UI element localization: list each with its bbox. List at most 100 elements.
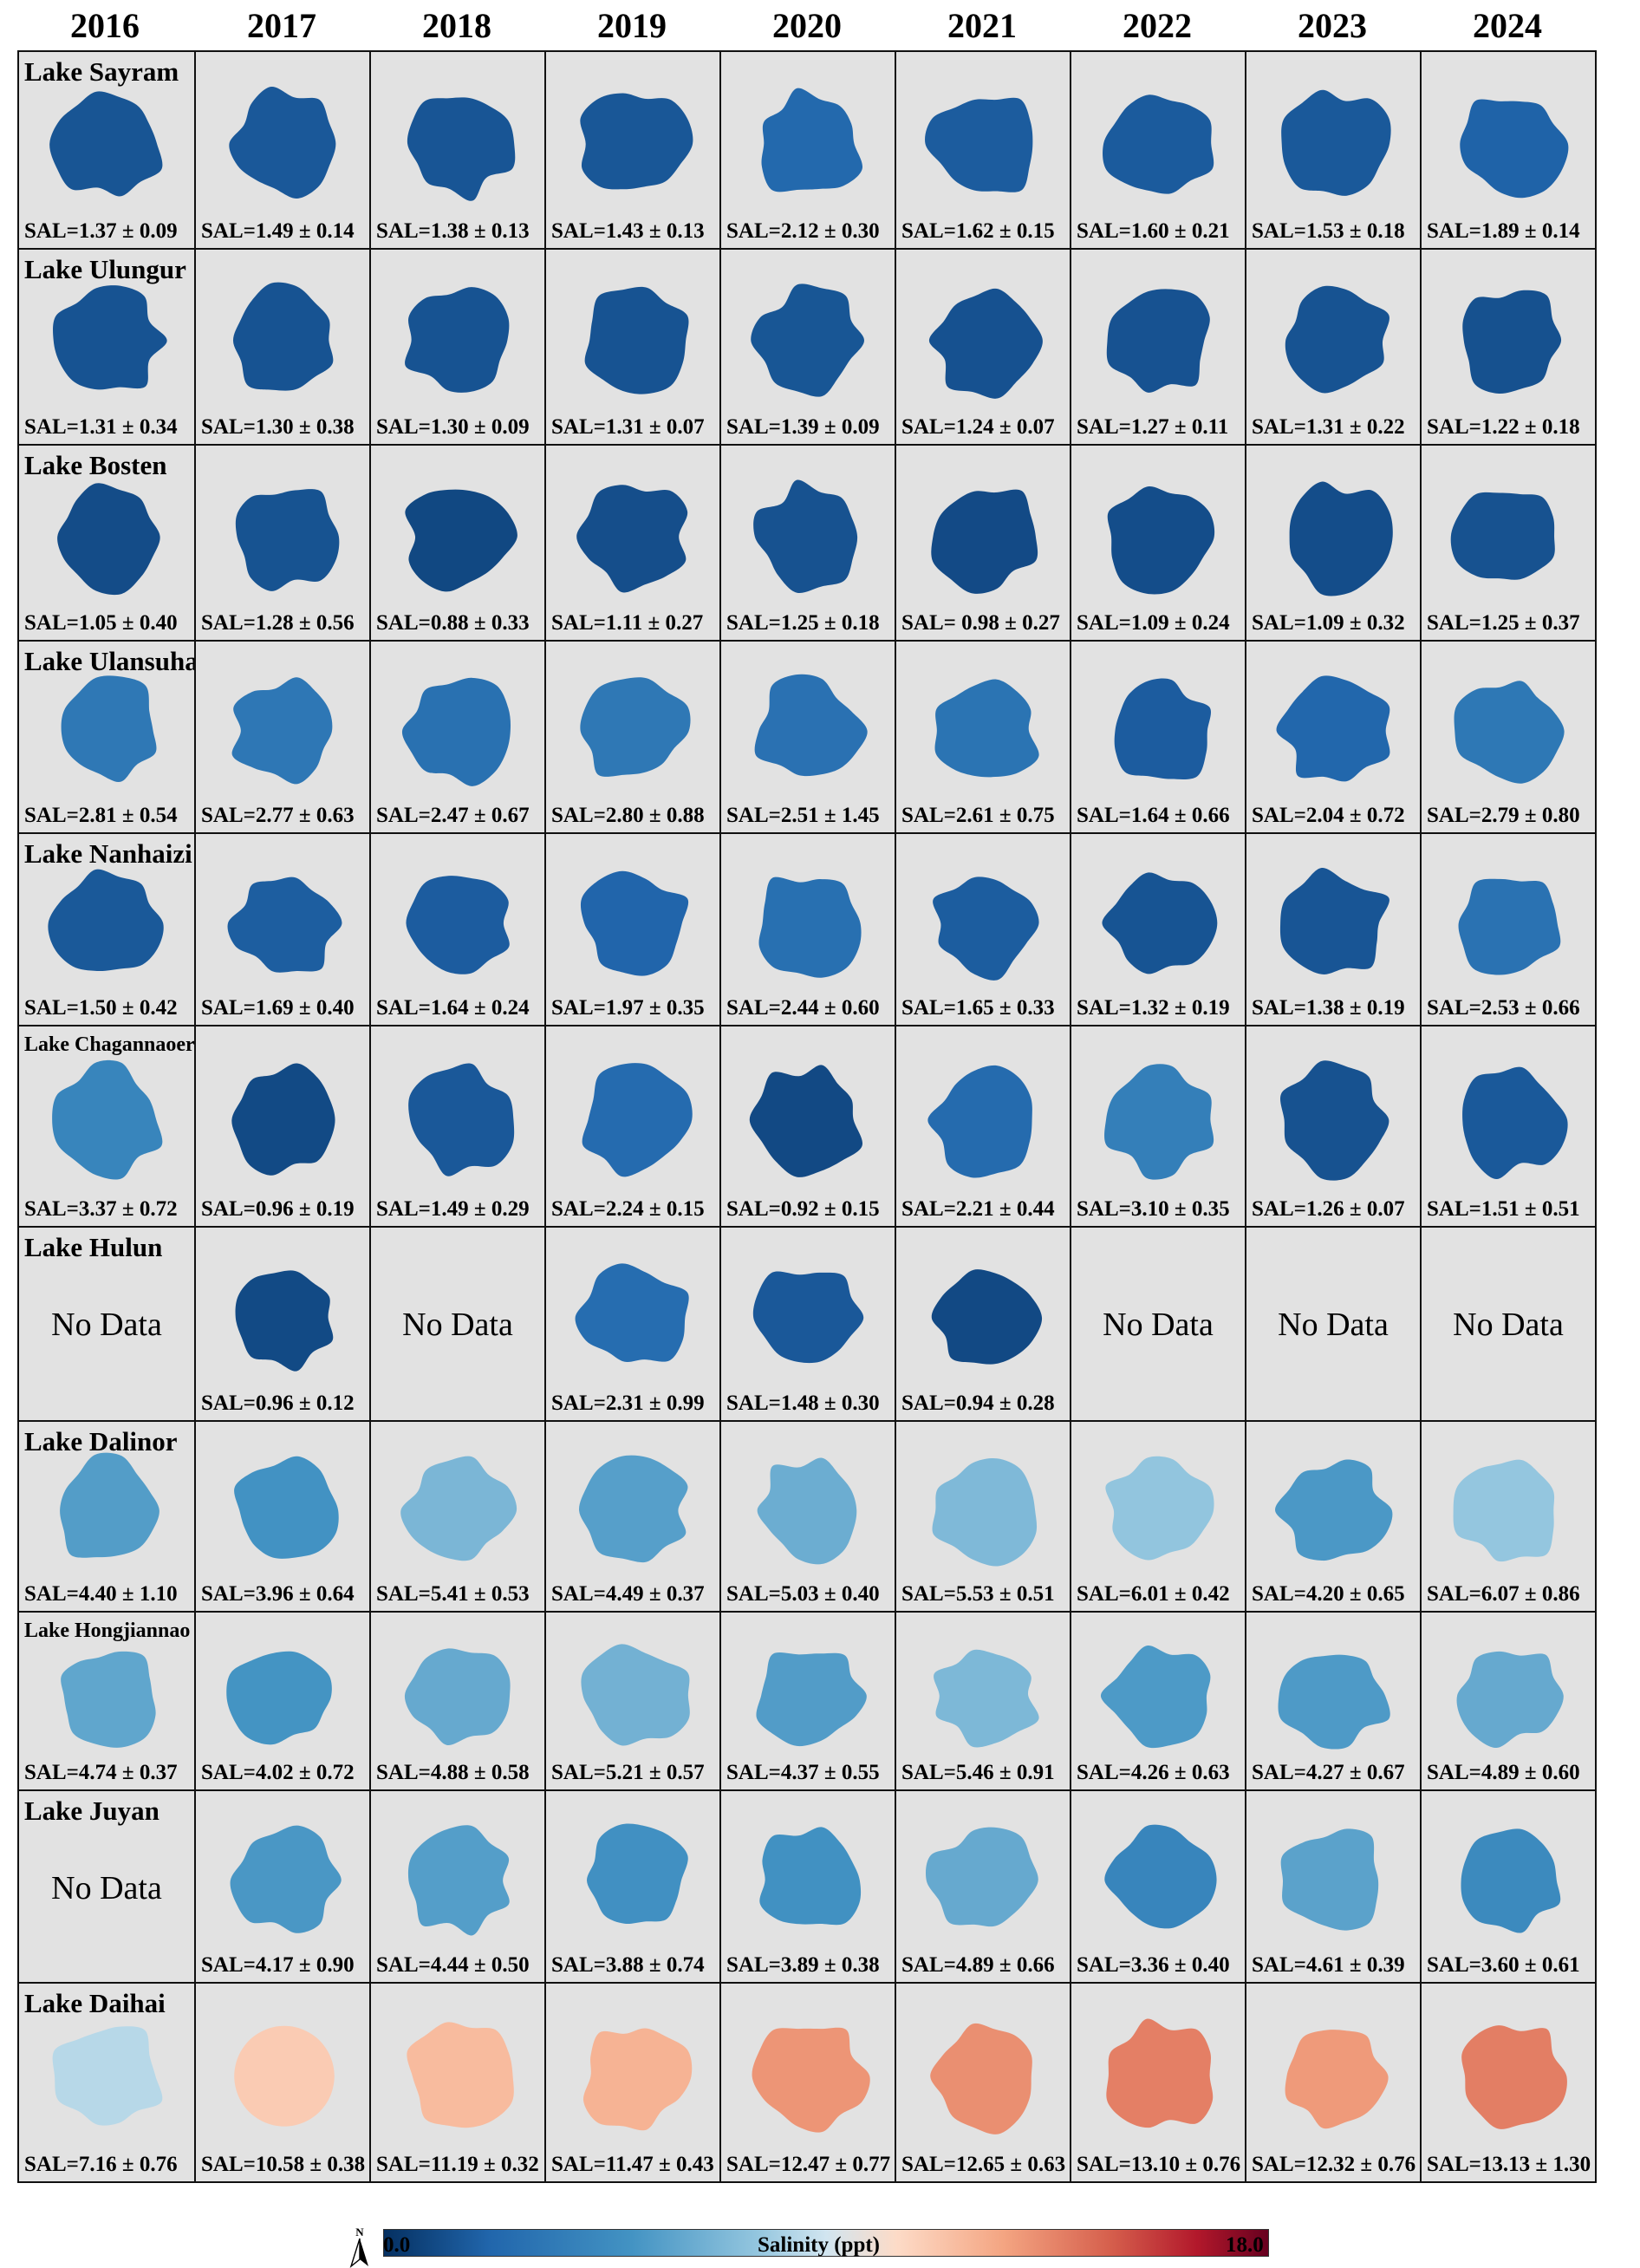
salinity-value-label: SAL=1.43 ± 0.13 — [551, 219, 705, 243]
lake-shape-map — [1278, 1654, 1390, 1750]
salinity-value-label: SAL=4.88 ± 0.58 — [376, 1761, 530, 1784]
salinity-value-label: SAL=2.61 ± 0.75 — [901, 804, 1055, 827]
lake-name-label: Lake Ulansuhai — [24, 646, 196, 676]
salinity-value-label: SAL=2.80 ± 0.88 — [551, 804, 705, 827]
lake-cell: SAL=1.64 ± 0.66 — [1070, 640, 1246, 834]
salinity-value-label: SAL=4.61 ± 0.39 — [1252, 1953, 1405, 1977]
lake-shape-map — [582, 2028, 693, 2131]
lake-salinity-mark — [1114, 678, 1212, 779]
salinity-value-label: SAL=7.16 ± 0.76 — [24, 2153, 178, 2176]
lake-salinity-mark — [235, 1270, 334, 1372]
lake-shape-map — [1456, 1651, 1564, 1749]
lake-shape-map — [757, 1457, 857, 1565]
lake-name-label: Lake Hulun — [24, 1232, 163, 1262]
lake-salinity-mark — [930, 2023, 1032, 2134]
salinity-value-label: SAL=2.21 ± 0.44 — [901, 1197, 1055, 1221]
lake-cell: SAL=1.26 ± 0.07 — [1245, 1025, 1422, 1228]
salinity-value-label: SAL=4.27 ± 0.67 — [1252, 1761, 1405, 1784]
lake-shape-map — [1458, 878, 1561, 975]
lake-salinity-mark — [227, 877, 342, 973]
lake-salinity-mark — [232, 282, 334, 391]
lake-cell: SAL=0.88 ± 0.33 — [369, 444, 546, 642]
lake-shape-map — [1106, 289, 1210, 393]
lake-salinity-mark — [1279, 1060, 1389, 1181]
lake-cell: SAL=1.65 ± 0.33 — [895, 832, 1071, 1026]
salinity-value-label: SAL=1.30 ± 0.38 — [201, 415, 355, 439]
lake-shape-map — [934, 1649, 1039, 1748]
lake-cell: SAL=1.62 ± 0.15 — [895, 50, 1071, 250]
lake-cell: SAL=2.53 ± 0.66 — [1420, 832, 1597, 1026]
lake-cell: SAL=4.88 ± 0.58 — [369, 1611, 546, 1791]
lake-salinity-mark — [1103, 94, 1214, 194]
lake-shape-map — [931, 1269, 1043, 1365]
lake-cell: SAL=4.17 ± 0.90 — [194, 1789, 371, 1984]
lake-salinity-mark — [1100, 1645, 1211, 1749]
lake-cell: SAL=4.20 ± 0.65 — [1245, 1420, 1422, 1613]
salinity-value-label: SAL=1.31 ± 0.22 — [1252, 415, 1405, 439]
salinity-value-label: SAL=12.65 ± 0.63 — [901, 2153, 1066, 2176]
salinity-value-label: SAL=1.09 ± 0.24 — [1077, 611, 1230, 635]
salinity-value-label: SAL=2.44 ± 0.60 — [726, 996, 880, 1020]
lake-cell: SAL=4.40 ± 1.10 Lake Dalinor — [17, 1420, 196, 1613]
salinity-value-label: SAL=1.69 ± 0.40 — [201, 996, 355, 1020]
lake-shape-map — [756, 1652, 867, 1747]
lake-cell: SAL=2.77 ± 0.63 — [194, 640, 371, 834]
lake-salinity-mark — [934, 679, 1039, 778]
lake-cell: SAL=11.47 ± 0.43 — [544, 1982, 721, 2183]
lake-shape-map — [404, 1648, 511, 1746]
lake-shape-map — [1107, 486, 1215, 595]
lake-shape-map — [1450, 492, 1555, 580]
lake-salinity-mark — [407, 2022, 514, 2128]
lake-salinity-mark — [57, 483, 160, 596]
salinity-value-label: SAL=5.53 ± 0.51 — [901, 1582, 1055, 1606]
lake-cell: No Data — [369, 1226, 546, 1422]
salinity-value-label: SAL=4.26 ± 0.63 — [1077, 1761, 1230, 1784]
lake-shape-map — [52, 2026, 163, 2126]
lake-salinity-mark — [576, 485, 688, 593]
lake-cell: SAL=1.53 ± 0.18 — [1245, 50, 1422, 250]
lake-salinity-mark — [1461, 2025, 1567, 2129]
lake-cell: SAL=2.81 ± 0.54 Lake Ulansuhai — [17, 640, 196, 834]
salinity-value-label: SAL=3.88 ± 0.74 — [551, 1953, 705, 1977]
salinity-value-label: SAL=13.10 ± 0.76 — [1077, 2153, 1241, 2176]
salinity-value-label: SAL=4.49 ± 0.37 — [551, 1582, 705, 1606]
lake-shape-map — [1285, 2030, 1389, 2129]
salinity-value-label: SAL=4.20 ± 0.65 — [1252, 1582, 1405, 1606]
lake-salinity-mark — [1289, 481, 1393, 596]
lake-salinity-mark — [234, 1456, 339, 1559]
lake-shape-map — [1275, 1459, 1393, 1561]
salinity-value-label: SAL=1.28 ± 0.56 — [201, 611, 355, 635]
lake-cell: SAL=6.01 ± 0.42 — [1070, 1420, 1246, 1613]
lake-cell: SAL=2.79 ± 0.80 — [1420, 640, 1597, 834]
lake-salinity-mark — [1102, 872, 1218, 974]
year-label-2022: 2022 — [1123, 6, 1192, 45]
lake-shape-map — [576, 485, 688, 593]
lake-shape-map — [57, 483, 160, 596]
salinity-value-label: SAL=2.24 ± 0.15 — [551, 1197, 705, 1221]
salinity-value-label: SAL=6.07 ± 0.86 — [1427, 1582, 1580, 1606]
lake-cell: SAL=2.61 ± 0.75 — [895, 640, 1071, 834]
lake-salinity-mark — [60, 1452, 159, 1558]
lake-shape-map — [232, 282, 334, 391]
lake-shape-map — [60, 1452, 159, 1558]
lake-cell: SAL=1.31 ± 0.34 Lake Ulungur — [17, 248, 196, 446]
lake-cell: SAL=4.49 ± 0.37 — [544, 1420, 721, 1613]
lake-salinity-mark — [580, 870, 689, 976]
lake-shape-map — [930, 2023, 1032, 2134]
lake-cell: SAL=12.65 ± 0.63 — [895, 1982, 1071, 2183]
lake-shape-map — [407, 1825, 510, 1936]
lake-shape-map — [928, 288, 1043, 399]
lake-name-label: Lake Daihai — [24, 1988, 166, 2018]
salinity-value-label: SAL=0.96 ± 0.12 — [201, 1391, 355, 1415]
lake-cell: SAL=0.96 ± 0.12 — [194, 1226, 371, 1422]
lake-shape-map — [405, 287, 510, 393]
lake-salinity-mark — [1458, 878, 1561, 975]
lake-salinity-mark — [1280, 1828, 1379, 1931]
lake-shape-map — [927, 1065, 1032, 1178]
salinity-value-label: SAL=1.22 ± 0.18 — [1427, 415, 1580, 439]
lake-salinity-mark — [1461, 1828, 1561, 1933]
salinity-value-label: SAL=1.51 ± 0.51 — [1427, 1197, 1580, 1221]
lake-cell: SAL=1.30 ± 0.38 — [194, 248, 371, 446]
no-data-label: No Data — [1453, 1307, 1564, 1343]
salinity-value-label: SAL=0.92 ± 0.15 — [726, 1197, 880, 1221]
